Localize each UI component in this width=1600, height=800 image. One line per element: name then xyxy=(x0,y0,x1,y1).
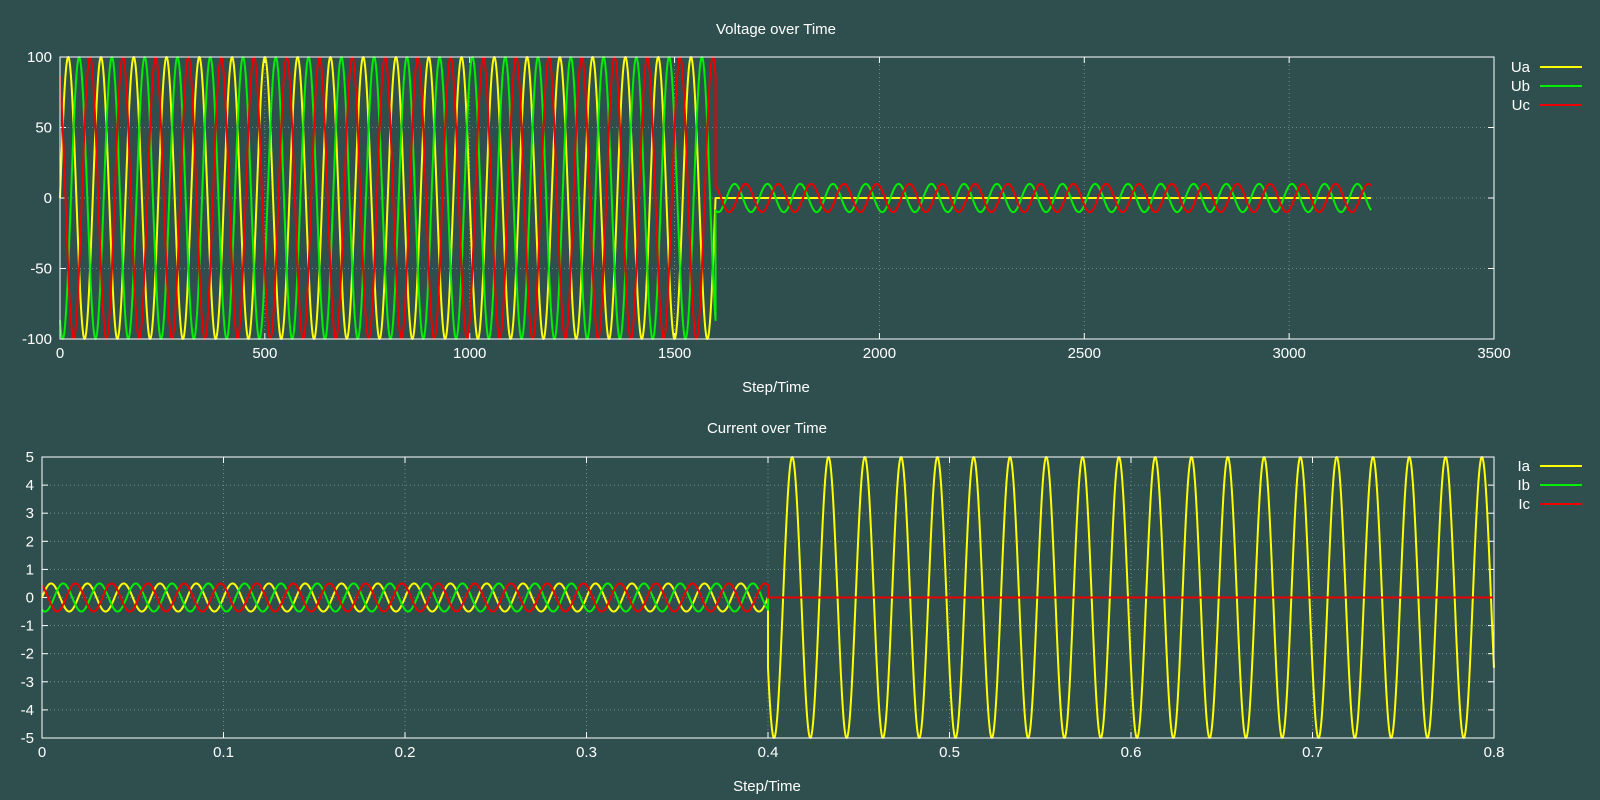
x-tick-label: 0.2 xyxy=(395,744,416,761)
voltage-plot-frame xyxy=(59,56,1495,340)
x-tick-label: 1000 xyxy=(453,345,486,362)
x-tick-label: 0.7 xyxy=(1302,744,1323,761)
y-tick-label: -100 xyxy=(22,331,52,348)
series-line-ub xyxy=(59,56,1372,340)
y-tick-label: 5 xyxy=(26,449,34,466)
y-tick-label: 0 xyxy=(44,190,52,207)
legend-label-ib: Ib xyxy=(1517,477,1530,494)
x-tick-label: 2500 xyxy=(1068,345,1101,362)
x-tick-label: 3500 xyxy=(1477,345,1510,362)
x-tick-label: 3000 xyxy=(1272,345,1305,362)
y-tick-label: -5 xyxy=(21,730,34,747)
y-tick-label: 3 xyxy=(26,505,34,522)
x-tick-label: 0 xyxy=(38,744,46,761)
y-tick-label: -50 xyxy=(30,261,52,278)
current-plot-frame xyxy=(41,456,1495,739)
series-line-ic xyxy=(41,582,1495,613)
y-tick-label: 0 xyxy=(26,590,34,607)
current-chart: Current over Time Step/Time 0 0.1 0.2 0.3 0.… xyxy=(21,420,1582,795)
x-tick-label: 0.5 xyxy=(939,744,960,761)
x-tick-label: 2000 xyxy=(863,345,896,362)
legend-label-ia: Ia xyxy=(1517,458,1530,475)
legend-label-ua: Ua xyxy=(1511,59,1531,76)
series-line-ia xyxy=(41,456,1495,739)
y-tick-label: -4 xyxy=(21,702,34,719)
current-series xyxy=(41,456,1495,739)
x-tick-label: 0.4 xyxy=(758,744,779,761)
x-tick-label: 0.6 xyxy=(1121,744,1142,761)
current-axis-ticks: 0 0.1 0.2 0.3 0.4 0.5 0.6 0.7 0.8 -5 -4 -3 -2 -1 0 1 2 3 4… xyxy=(21,449,1505,761)
y-tick-label: 100 xyxy=(27,49,52,66)
y-tick-label: 1 xyxy=(26,561,34,578)
voltage-x-axis-label: Step/Time xyxy=(742,379,810,396)
x-tick-label: 1500 xyxy=(658,345,691,362)
voltage-legend: Ua Ub Uc xyxy=(1511,59,1582,114)
y-tick-label: -3 xyxy=(21,674,34,691)
y-tick-label: 50 xyxy=(35,120,52,137)
current-chart-title: Current over Time xyxy=(707,420,827,437)
legend-label-uc: Uc xyxy=(1512,97,1531,114)
y-tick-label: -1 xyxy=(21,618,34,635)
voltage-axis-ticks: 0 500 1000 1500 2000 2500 3000 3500 -100 -50 0 50 10… xyxy=(22,49,1511,362)
x-tick-label: 0 xyxy=(56,345,64,362)
series-line-uc xyxy=(59,56,1372,340)
voltage-chart-title: Voltage over Time xyxy=(716,21,836,38)
voltage-chart: Voltage over Time Step/Time 0 500 1000 1500… xyxy=(22,21,1582,396)
x-tick-label: 500 xyxy=(252,345,277,362)
legend-label-ic: Ic xyxy=(1518,496,1530,513)
y-tick-label: 2 xyxy=(26,533,34,550)
y-tick-label: -2 xyxy=(21,646,34,663)
current-legend: Ia Ib Ic xyxy=(1517,458,1582,513)
x-tick-label: 0.3 xyxy=(576,744,597,761)
current-x-axis-label: Step/Time xyxy=(733,778,801,795)
y-tick-label: 4 xyxy=(26,477,34,494)
legend-label-ub: Ub xyxy=(1511,78,1530,95)
voltage-series xyxy=(59,56,1372,340)
x-tick-label: 0.1 xyxy=(213,744,234,761)
x-tick-label: 0.8 xyxy=(1484,744,1505,761)
